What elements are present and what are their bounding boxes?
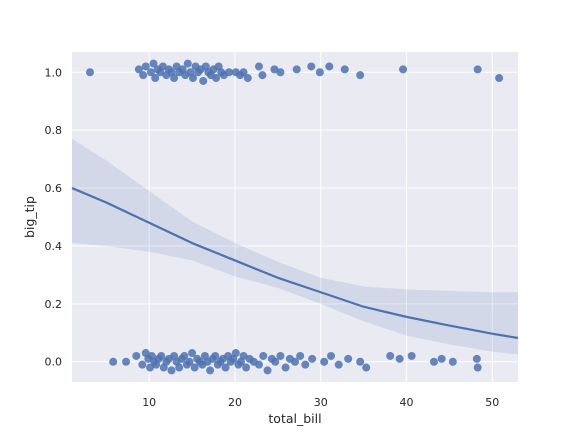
data-point <box>407 351 416 360</box>
data-point <box>320 357 329 366</box>
data-point <box>270 65 279 74</box>
data-point <box>239 68 248 77</box>
data-point <box>325 62 334 71</box>
data-point <box>224 68 233 77</box>
data-point <box>151 74 160 83</box>
data-point <box>263 366 272 375</box>
data-point <box>362 363 371 372</box>
data-point <box>132 351 141 360</box>
data-point <box>472 354 481 363</box>
data-point <box>429 357 438 366</box>
x-tick-label: 50 <box>485 396 499 409</box>
data-point <box>386 351 395 360</box>
data-point <box>167 366 176 375</box>
data-point <box>243 74 252 83</box>
data-point <box>183 59 192 68</box>
y-tick-label: 0.2 <box>45 298 63 311</box>
data-point <box>188 349 197 358</box>
data-point <box>473 65 482 74</box>
data-point <box>308 354 317 363</box>
data-point <box>495 74 504 83</box>
data-point <box>242 363 251 372</box>
data-point <box>315 68 324 77</box>
data-point <box>271 357 280 366</box>
data-point <box>340 65 349 74</box>
data-point <box>292 65 301 74</box>
ci-band-area <box>72 138 518 355</box>
data-point <box>327 351 336 360</box>
data-point <box>276 351 285 360</box>
data-point <box>146 68 155 77</box>
y-tick-label: 0.8 <box>45 124 63 137</box>
data-point <box>276 68 285 77</box>
data-point <box>239 351 248 360</box>
data-point <box>158 62 167 71</box>
data-point <box>149 59 158 68</box>
data-point <box>307 62 316 71</box>
data-point <box>301 360 310 369</box>
y-tick-label: 0.6 <box>45 182 63 195</box>
data-point <box>86 68 95 77</box>
data-point <box>399 65 408 74</box>
data-point <box>281 363 290 372</box>
data-point <box>259 351 268 360</box>
data-points <box>86 59 504 375</box>
data-point <box>211 351 220 360</box>
data-point <box>291 357 299 366</box>
data-point <box>138 360 147 369</box>
y-tick-label: 0.4 <box>45 240 63 253</box>
data-point <box>221 363 230 372</box>
data-point <box>190 363 199 372</box>
x-tick-label: 40 <box>400 396 414 409</box>
x-tick-label: 30 <box>314 396 328 409</box>
data-point <box>170 74 179 83</box>
data-point <box>139 71 148 80</box>
data-point <box>231 349 240 358</box>
regression-line <box>71 187 519 340</box>
y-tick-label: 1.0 <box>45 66 63 79</box>
y-tick-label: 0.0 <box>45 356 63 369</box>
data-point <box>134 65 143 74</box>
data-point <box>188 74 197 83</box>
data-point <box>212 74 221 83</box>
data-point <box>448 357 457 366</box>
data-point <box>141 62 150 71</box>
data-point <box>206 366 215 375</box>
y-axis-label: big_tip <box>22 196 37 238</box>
data-point <box>254 360 263 369</box>
data-point <box>437 354 446 363</box>
data-point <box>146 363 155 372</box>
data-point <box>344 354 353 363</box>
data-point <box>258 71 267 80</box>
x-tick-labels: 10 20 30 40 50 <box>142 396 499 409</box>
confidence-band <box>72 138 518 355</box>
data-point <box>157 351 166 360</box>
data-point <box>356 357 365 366</box>
plot-background <box>72 52 518 382</box>
data-point <box>185 357 194 366</box>
data-point <box>254 62 263 71</box>
fit-line-path <box>71 187 519 340</box>
data-point <box>109 357 118 366</box>
data-point <box>180 351 189 360</box>
data-point <box>395 354 404 363</box>
y-tick-labels: 0.0 0.2 0.4 0.6 0.8 1.0 <box>45 66 63 368</box>
data-point <box>296 351 305 360</box>
data-point <box>356 71 365 80</box>
x-tick-label: 20 <box>228 396 242 409</box>
data-point <box>199 76 208 85</box>
data-point <box>334 360 343 369</box>
x-axis-label: total_bill <box>268 411 321 426</box>
x-tick-label: 10 <box>142 396 156 409</box>
data-point <box>122 357 131 366</box>
data-point <box>175 363 184 372</box>
data-point <box>473 363 482 372</box>
